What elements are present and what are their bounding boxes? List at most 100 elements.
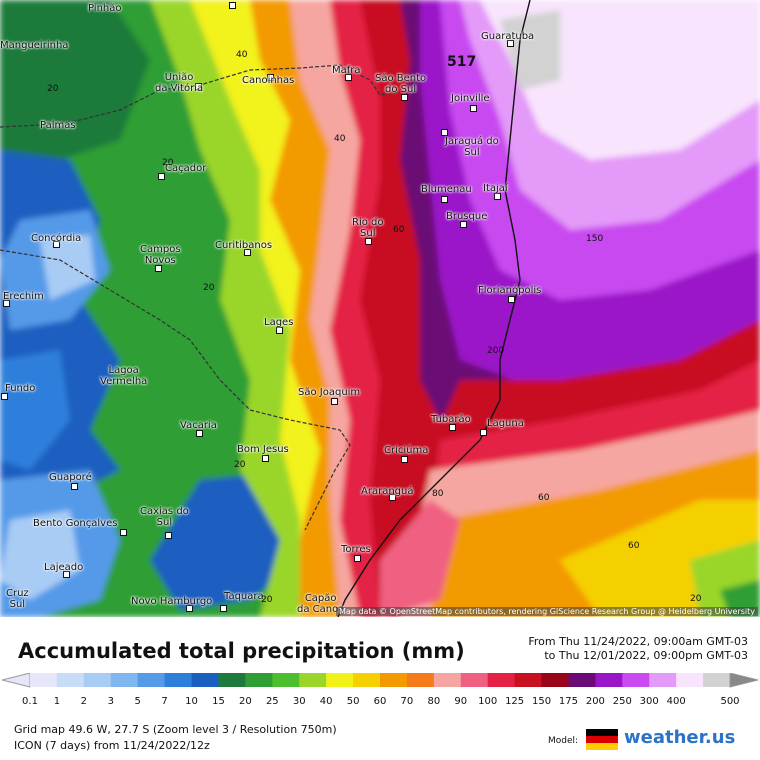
contour-label: 200 [487, 346, 505, 356]
scale-tick-label: 40 [320, 696, 333, 707]
scale-swatch [30, 673, 58, 687]
precipitation-map[interactable]: Pinhão Mangueirinha União da Vitória Can… [0, 0, 760, 617]
scale-tick-label: 5 [135, 696, 141, 707]
city-label: Laguna [487, 418, 524, 429]
city-marker [494, 193, 501, 200]
contour-label: 80 [432, 489, 444, 499]
contour-label: 60 [393, 225, 405, 235]
scale-tick-label: 175 [559, 696, 578, 707]
city-label: Lajeado [44, 562, 84, 573]
city-marker [53, 241, 60, 248]
city-label: Araranguá [361, 486, 414, 497]
scale-swatch [487, 673, 516, 687]
city-label: Canoinhas [242, 75, 295, 86]
city-marker [3, 300, 10, 307]
city-label: Palmas [40, 120, 76, 131]
city-label: Brusque [446, 211, 488, 222]
city-label: Mangueirinha [0, 40, 69, 51]
city-label: São Joaquim [298, 387, 361, 398]
city-marker [441, 129, 448, 136]
contour-label: 150 [586, 234, 604, 244]
scale-swatch [595, 673, 623, 687]
scale-tick-label: 400 [667, 696, 686, 707]
city-label: Bento Gonçalves [33, 518, 118, 529]
scale-arrow-left [1, 673, 31, 688]
scale-swatch [568, 673, 596, 687]
city-marker [195, 83, 202, 90]
city-label: Novo Hamburgo [131, 596, 213, 607]
scale-tick-label: 300 [640, 696, 659, 707]
scale-swatch [622, 673, 650, 687]
city-label: Rio do Sul [352, 217, 384, 239]
city-marker [262, 455, 269, 462]
contour-label: 20 [261, 595, 273, 605]
city-label: Campos Novos [140, 244, 181, 266]
scale-tick-label: 7 [161, 696, 167, 707]
period-from: From Thu 11/24/2022, 09:00am GMT-03 [528, 635, 748, 648]
grid-info: Grid map 49.6 W, 27.7 S (Zoom level 3 / … [14, 723, 337, 736]
scale-tick-label: 1 [54, 696, 60, 707]
scale-swatch [353, 673, 381, 687]
city-marker [460, 221, 467, 228]
city-marker [71, 483, 78, 490]
scale-tick-label: 200 [586, 696, 605, 707]
scale-tick-label: 10 [185, 696, 198, 707]
scale-swatch [703, 673, 731, 687]
contour-label: 60 [538, 493, 550, 503]
city-label: Pinhão [88, 3, 122, 14]
scale-swatch [56, 673, 85, 687]
scale-swatch [191, 673, 219, 687]
scale-swatch [649, 673, 677, 687]
city-marker [331, 398, 338, 405]
scale-tick-label: 20 [239, 696, 252, 707]
scale-tick-label: 3 [108, 696, 114, 707]
map-attribution: Map data © OpenStreetMap contributors, r… [336, 607, 758, 616]
city-marker [449, 424, 456, 431]
scale-tick-label: 80 [427, 696, 440, 707]
scale-arrow-right [729, 673, 759, 688]
city-label: Cruz Sul [6, 588, 29, 610]
city-marker [365, 238, 372, 245]
contour-label: 60 [628, 541, 640, 551]
contour-label: 20 [162, 158, 174, 168]
contour-label: 20 [234, 460, 246, 470]
scale-tick-label: 70 [401, 696, 414, 707]
city-marker [165, 532, 172, 539]
city-label: Jaraguá do Sul [445, 136, 499, 158]
scale-tick-label: 30 [293, 696, 306, 707]
contour-label: 40 [236, 50, 248, 60]
model-label: Model: [548, 736, 579, 746]
model-info: ICON (7 days) from 11/24/2022/12z [14, 739, 210, 752]
scale-swatch [299, 673, 327, 687]
scale-tick-label: 500 [720, 696, 739, 707]
city-marker [120, 529, 127, 536]
scale-swatch [110, 673, 139, 687]
city-label: São Bento do Sul [375, 73, 427, 95]
city-label: Vacaria [180, 420, 217, 431]
scale-tick-label: 25 [266, 696, 279, 707]
max-value-label: 517 [447, 54, 477, 70]
city-marker [389, 494, 396, 501]
scale-swatch [326, 673, 354, 687]
color-scale: 0.1 1 2 3 5 7 10 15 20 25 30 40 50 60 70 80 90 100 125 150 1… [1, 673, 759, 707]
city-label: Capão da Canoa [297, 593, 345, 615]
city-marker [196, 430, 203, 437]
scale-tick-label: 2 [81, 696, 87, 707]
city-label: Erechim [3, 291, 44, 302]
scale-tick-label: 150 [532, 696, 551, 707]
contour-label: 20 [690, 594, 702, 604]
coastline [337, 0, 531, 617]
city-label: Joinville [451, 93, 490, 104]
city-label: Taquara [224, 591, 264, 602]
city-label: Guaratuba [481, 31, 535, 42]
city-label: Lages [264, 317, 294, 328]
scale-tick-label: 50 [347, 696, 360, 707]
city-label: Criciúma [384, 445, 429, 456]
scale-swatch [218, 673, 246, 687]
city-marker [354, 555, 361, 562]
city-label: Florianópolis [478, 285, 542, 296]
city-label: Tubarão [431, 414, 471, 425]
city-label: Itajaí [483, 183, 508, 194]
city-marker [155, 265, 162, 272]
legend-panel: Accumulated total precipitation (mm) Fro… [0, 617, 760, 760]
